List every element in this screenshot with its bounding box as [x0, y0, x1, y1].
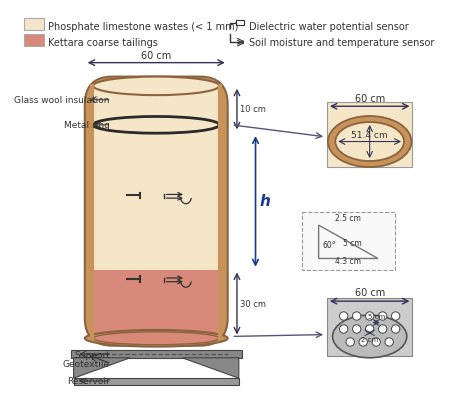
Polygon shape [182, 358, 239, 378]
FancyBboxPatch shape [23, 35, 44, 47]
Text: 60 cm: 60 cm [141, 51, 171, 61]
Text: Metal ring: Metal ring [64, 121, 110, 130]
FancyBboxPatch shape [302, 213, 395, 270]
Text: Geotextile: Geotextile [63, 359, 110, 368]
Ellipse shape [346, 338, 354, 346]
Text: 30 cm: 30 cm [240, 299, 266, 308]
Ellipse shape [352, 325, 361, 333]
Ellipse shape [385, 338, 393, 346]
Ellipse shape [372, 338, 380, 346]
Ellipse shape [336, 123, 404, 162]
Ellipse shape [93, 332, 219, 345]
Ellipse shape [328, 117, 411, 168]
Ellipse shape [391, 325, 400, 333]
Text: 5 cm: 5 cm [367, 313, 385, 319]
Text: 2 cm: 2 cm [361, 336, 378, 342]
Ellipse shape [379, 325, 387, 333]
Text: Phosphate limestone wastes (< 1 mm): Phosphate limestone wastes (< 1 mm) [48, 22, 238, 31]
Text: 51.4 cm: 51.4 cm [351, 130, 388, 140]
Text: 4.3 cm: 4.3 cm [336, 256, 361, 265]
FancyBboxPatch shape [85, 77, 227, 346]
Bar [327, 299, 412, 356]
Ellipse shape [379, 312, 387, 320]
Text: Soil moisture and temperature sensor: Soil moisture and temperature sensor [249, 38, 434, 48]
Text: 2.5 cm: 2.5 cm [336, 214, 361, 223]
Text: 10 cm: 10 cm [240, 104, 266, 113]
Text: Glass wool insulation: Glass wool insulation [15, 96, 110, 105]
Bar [236, 21, 244, 26]
Ellipse shape [85, 330, 227, 347]
Text: Reservoir: Reservoir [67, 377, 110, 385]
Ellipse shape [333, 315, 407, 358]
Ellipse shape [359, 338, 367, 346]
Ellipse shape [366, 312, 374, 320]
Bar [71, 350, 241, 358]
FancyBboxPatch shape [23, 19, 44, 31]
Ellipse shape [339, 312, 348, 320]
Text: 60°: 60° [322, 241, 336, 250]
Ellipse shape [352, 312, 361, 320]
Bar [327, 102, 412, 167]
Bar [93, 270, 219, 338]
Polygon shape [73, 358, 130, 378]
Bar [93, 87, 219, 270]
Ellipse shape [366, 325, 374, 333]
Ellipse shape [339, 325, 348, 333]
Ellipse shape [391, 312, 400, 320]
Text: Kettara coarse tailings: Kettara coarse tailings [48, 38, 158, 48]
Text: Dielectric water potential sensor: Dielectric water potential sensor [249, 22, 409, 31]
Text: 60 cm: 60 cm [355, 288, 385, 298]
Text: Support: Support [74, 350, 110, 358]
Bar [73, 378, 239, 385]
Ellipse shape [93, 77, 219, 96]
Text: h: h [259, 194, 270, 209]
Text: 60 cm: 60 cm [355, 93, 385, 103]
Text: 5 cm: 5 cm [343, 239, 361, 248]
